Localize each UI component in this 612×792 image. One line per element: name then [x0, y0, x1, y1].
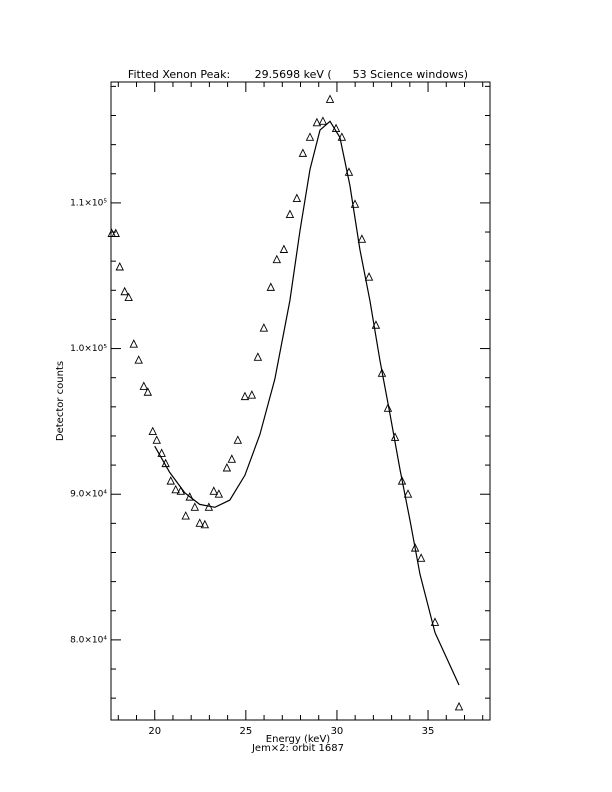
x-tick-label: 35	[422, 726, 435, 737]
data-point	[195, 518, 204, 527]
data-point	[129, 339, 139, 348]
data-point	[364, 272, 374, 281]
data-point	[247, 390, 257, 399]
x-tick-label: 20	[148, 726, 161, 737]
data-point	[272, 254, 282, 264]
data-point	[377, 368, 387, 377]
x-axis-label: Energy (keV)	[266, 734, 331, 745]
data-point	[107, 228, 116, 237]
data-point	[233, 435, 243, 444]
data-point	[157, 448, 166, 457]
y-tick-label: 9.0×10⁴	[70, 490, 107, 500]
data-point	[253, 352, 263, 361]
data-point	[176, 486, 186, 495]
y-tick-label: 1.0×10⁵	[70, 344, 107, 354]
data-point	[209, 486, 218, 495]
data-point	[318, 116, 328, 125]
y-axis-label: Detector counts	[55, 361, 66, 441]
data-point	[292, 193, 302, 202]
data-point	[181, 511, 190, 520]
data-point	[227, 454, 237, 463]
data-point	[190, 502, 200, 511]
data-point	[115, 261, 124, 271]
data-point	[152, 435, 161, 444]
data-point	[124, 292, 133, 302]
data-point	[416, 553, 426, 562]
data-point	[403, 489, 413, 498]
data-point	[166, 476, 175, 485]
data-point	[266, 282, 276, 291]
data-point	[222, 462, 232, 472]
data-point	[214, 489, 224, 498]
data-point	[171, 484, 180, 494]
x-tick-label: 25	[239, 726, 252, 737]
x-tick-label: 30	[331, 726, 344, 737]
y-tick-label: 1.1×10⁵	[70, 198, 107, 208]
data-point	[305, 132, 315, 141]
data-point	[298, 148, 308, 157]
data-point	[397, 476, 407, 485]
data-point	[383, 403, 393, 412]
data-point	[430, 617, 440, 626]
fit-line	[154, 120, 460, 686]
data-point	[143, 387, 153, 396]
data-point	[185, 492, 194, 501]
data-point	[259, 323, 269, 332]
data-point	[148, 426, 157, 436]
data-point	[279, 244, 289, 253]
data-point	[200, 519, 210, 529]
data-point	[111, 228, 120, 237]
data-point	[285, 209, 295, 219]
chart-title: Fitted Xenon Peak: 29.5698 keV ( 53 Scie…	[128, 68, 468, 81]
y-tick-label: 8.0×10⁴	[70, 635, 107, 645]
data-point	[325, 94, 335, 103]
data-point	[312, 117, 322, 127]
subtitle: Jem×2: orbit 1687	[251, 743, 344, 754]
data-point	[454, 701, 464, 711]
data-point	[120, 286, 129, 296]
data-point	[240, 391, 250, 401]
data-point	[357, 234, 367, 243]
data-point	[134, 355, 143, 364]
data-point	[139, 381, 149, 390]
